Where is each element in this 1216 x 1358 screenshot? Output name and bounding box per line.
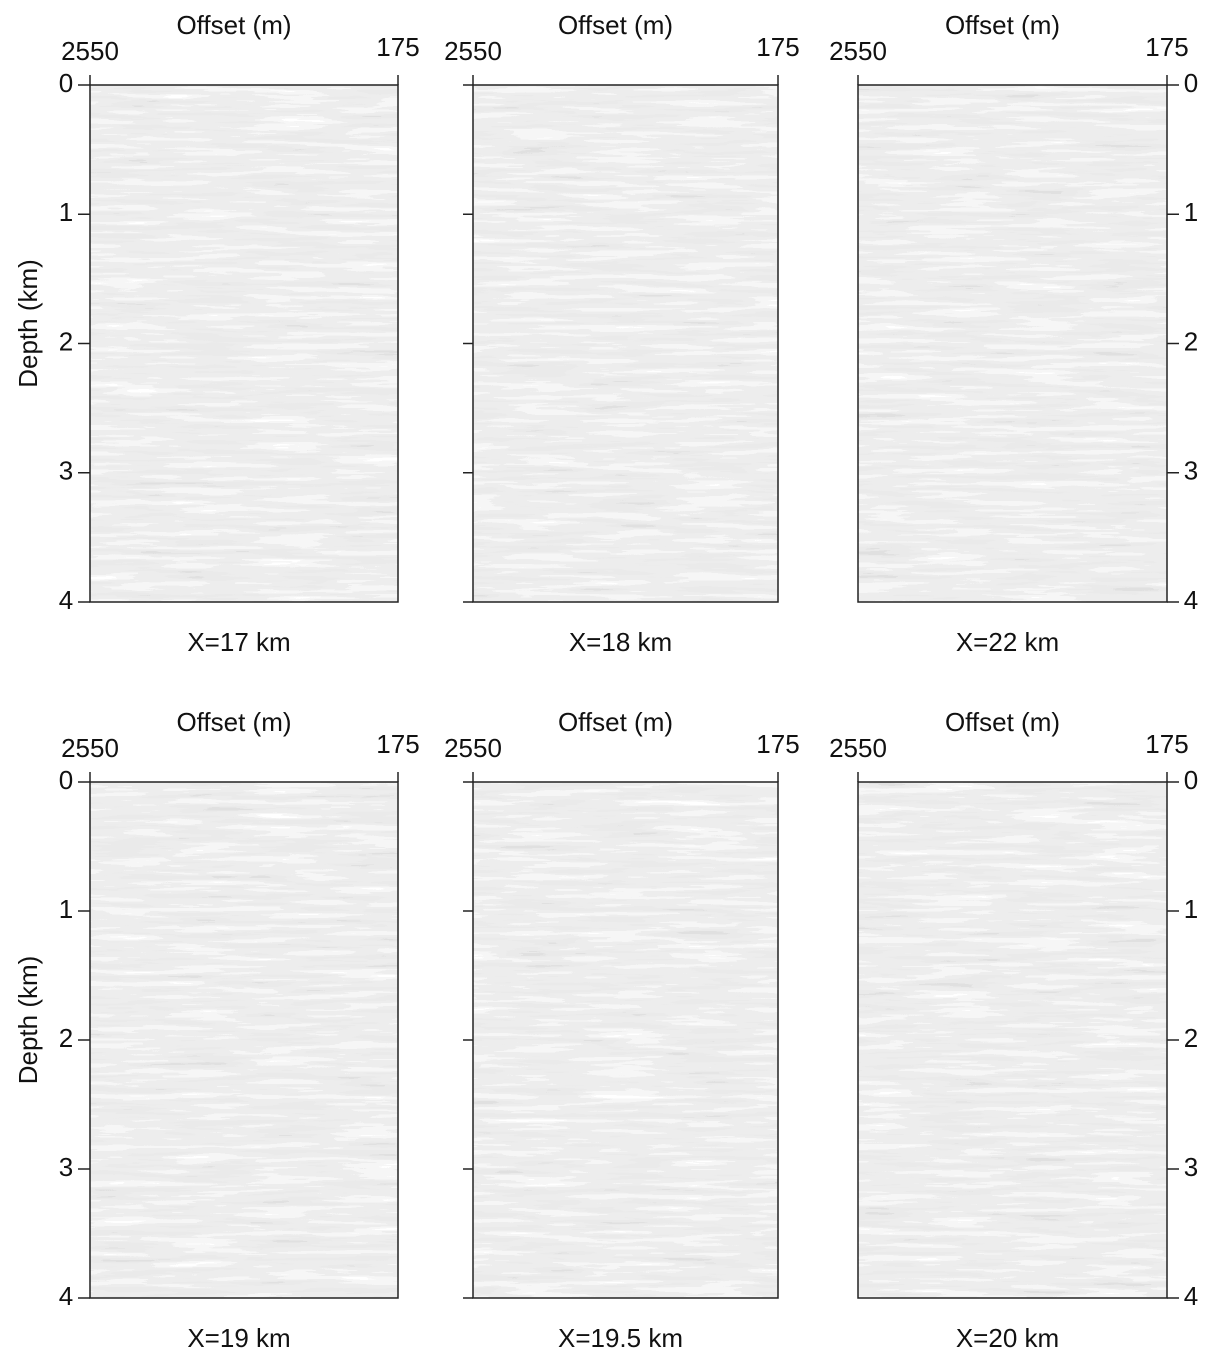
y-tick-label: 3 bbox=[1184, 1152, 1198, 1182]
y-tick-label: 1 bbox=[59, 894, 73, 924]
x-tick-label: 2550 bbox=[444, 733, 502, 763]
y-tick-label: 3 bbox=[59, 456, 73, 486]
y-tick-label: 0 bbox=[59, 765, 73, 795]
y-tick-label: 4 bbox=[1184, 1281, 1198, 1311]
y-tick-label: 2 bbox=[1184, 1023, 1198, 1053]
y-tick-label: 1 bbox=[59, 197, 73, 227]
caption: X=17 km bbox=[187, 627, 290, 657]
x-axis-label: Offset (m) bbox=[176, 707, 291, 737]
seismic-image bbox=[90, 782, 398, 1298]
y-tick-label: 4 bbox=[59, 585, 73, 615]
y-tick-label: 0 bbox=[1184, 765, 1198, 795]
panel: Offset (m) 2550 175 X=19 km 0 1 2 3 4 Depth (km) bbox=[13, 707, 420, 1353]
y-tick-label: 3 bbox=[1184, 456, 1198, 486]
x-tick-label: 175 bbox=[756, 729, 799, 759]
panel: Offset (m) 2550 175 X=17 km 0 1 2 3 4 Depth (km) bbox=[13, 10, 420, 657]
x-tick-label: 175 bbox=[1145, 729, 1188, 759]
seismic-image bbox=[473, 782, 778, 1298]
panel: Offset (m) 2550 175 X=19.5 km bbox=[444, 707, 800, 1353]
x-tick-label: 175 bbox=[376, 32, 419, 62]
x-axis-label: Offset (m) bbox=[176, 10, 291, 40]
x-tick-label: 2550 bbox=[61, 36, 119, 66]
y-axis-label: Depth (km) bbox=[13, 956, 43, 1085]
panel: Offset (m) 2550 175 X=18 km bbox=[444, 10, 800, 657]
x-axis-label: Offset (m) bbox=[945, 10, 1060, 40]
y-tick-label: 1 bbox=[1184, 197, 1198, 227]
y-tick-label: 2 bbox=[59, 326, 73, 356]
caption: X=22 km bbox=[956, 627, 1059, 657]
y-tick-label: 0 bbox=[1184, 68, 1198, 98]
caption: X=19.5 km bbox=[558, 1323, 683, 1353]
panel: Offset (m) 2550 175 X=20 km 0 1 2 3 4 bbox=[829, 707, 1198, 1353]
y-tick-label: 2 bbox=[59, 1023, 73, 1053]
x-tick-label: 2550 bbox=[444, 36, 502, 66]
x-axis-label: Offset (m) bbox=[558, 10, 673, 40]
caption: X=18 km bbox=[569, 627, 672, 657]
y-tick-label: 1 bbox=[1184, 894, 1198, 924]
seismic-image bbox=[473, 85, 778, 602]
x-tick-label: 2550 bbox=[829, 733, 887, 763]
x-tick-label: 2550 bbox=[61, 733, 119, 763]
caption: X=20 km bbox=[956, 1323, 1059, 1353]
seismic-image bbox=[858, 85, 1167, 602]
panel: Offset (m) 2550 175 X=22 km 0 1 2 3 4 bbox=[829, 10, 1198, 657]
x-tick-label: 175 bbox=[376, 729, 419, 759]
caption: X=19 km bbox=[187, 1323, 290, 1353]
x-axis-label: Offset (m) bbox=[558, 707, 673, 737]
y-tick-label: 0 bbox=[59, 68, 73, 98]
x-tick-label: 175 bbox=[756, 32, 799, 62]
y-tick-label: 3 bbox=[59, 1152, 73, 1182]
y-tick-label: 4 bbox=[59, 1281, 73, 1311]
y-tick-label: 2 bbox=[1184, 326, 1198, 356]
x-axis-label: Offset (m) bbox=[945, 707, 1060, 737]
seismic-image bbox=[858, 782, 1167, 1298]
y-tick-label: 4 bbox=[1184, 585, 1198, 615]
seismic-image bbox=[90, 85, 398, 602]
x-tick-label: 2550 bbox=[829, 36, 887, 66]
y-axis-label: Depth (km) bbox=[13, 259, 43, 388]
x-tick-label: 175 bbox=[1145, 32, 1188, 62]
